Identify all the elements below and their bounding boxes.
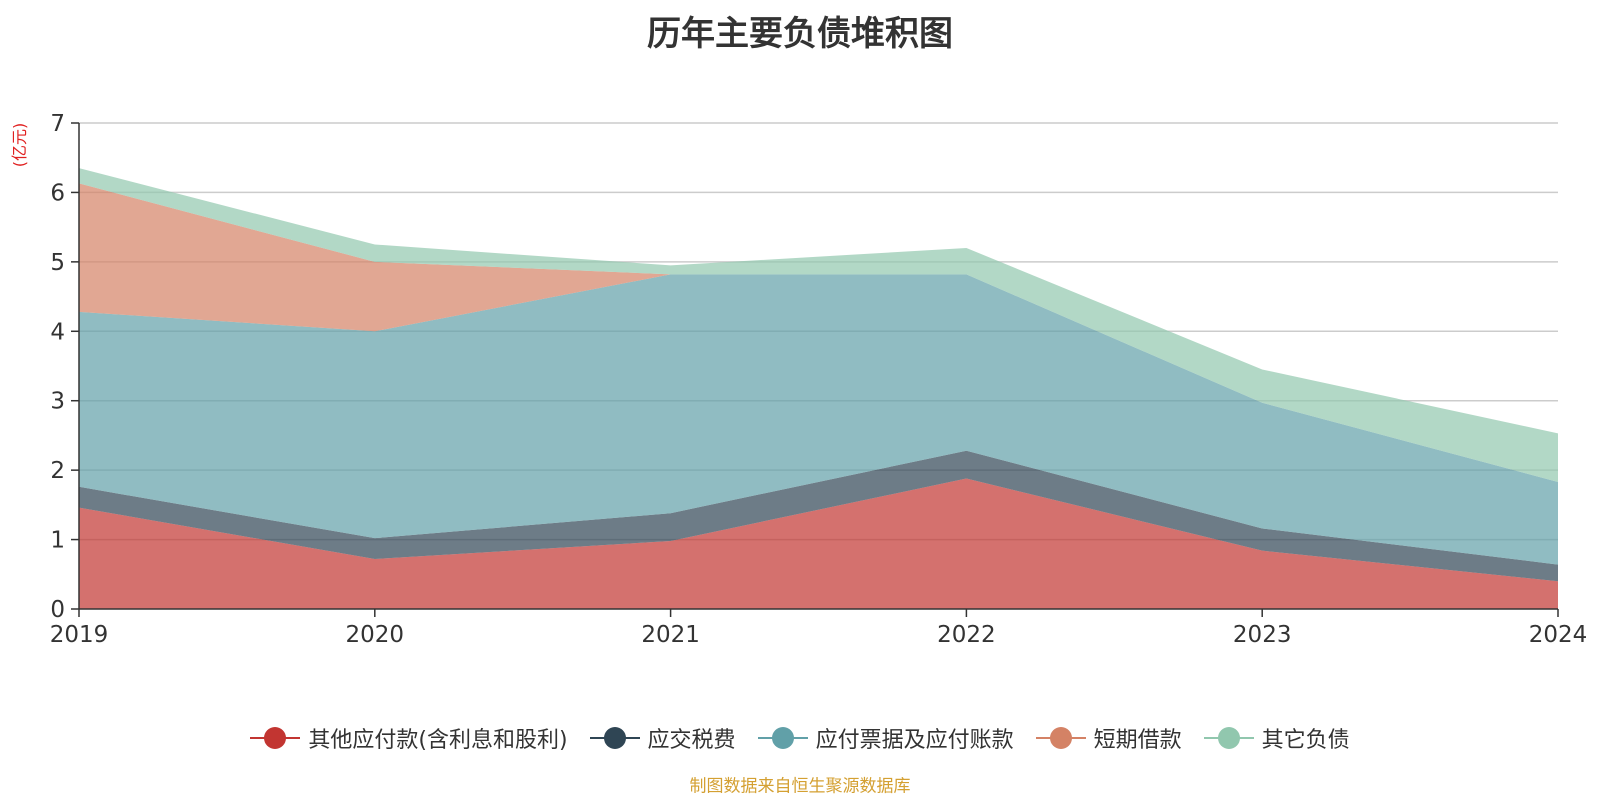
legend-label: 应付票据及应付账款 xyxy=(815,728,1014,753)
axes: 0 1 2 3 4 5 6 7 2019 2020 2021 2022 2023 2024 xyxy=(50,111,1588,648)
legend-label: 短期借款 xyxy=(1093,728,1182,753)
x-tick-label-0: 2019 xyxy=(50,622,109,648)
legend-item-0[interactable]: 其他应付款(含利息和股利) xyxy=(250,722,568,754)
legend-marker-icon xyxy=(1203,726,1254,750)
y-tick-label-0: 0 xyxy=(50,597,65,623)
y-tick-label-1: 1 xyxy=(50,528,65,554)
legend-label: 其它负债 xyxy=(1261,728,1350,753)
legend-marker-icon xyxy=(589,726,640,750)
y-tick-label-2: 2 xyxy=(50,458,65,484)
y-tick-label-4: 4 xyxy=(50,319,65,345)
area-series xyxy=(79,168,1558,609)
x-tick-label-5: 2024 xyxy=(1529,622,1588,648)
x-tick-label-1: 2020 xyxy=(346,622,405,648)
legend-marker-icon xyxy=(1035,726,1086,750)
data-source-note: 制图数据来自恒生聚源数据库 xyxy=(689,776,911,797)
stacked-area-chart: 0 1 2 3 4 5 6 7 2019 2020 2021 2022 2023 2024 xyxy=(50,111,1588,648)
y-tick-label-5: 5 xyxy=(50,250,65,276)
x-tick-label-3: 2022 xyxy=(937,622,996,648)
legend-label: 其他应付款(含利息和股利) xyxy=(308,728,568,753)
chart-legend: 其他应付款(含利息和股利) 应交税费 应付票据及应付账款 短期借款 其它负债 xyxy=(0,722,1600,754)
legend-item-3[interactable]: 短期借款 xyxy=(1035,722,1182,754)
legend-item-2[interactable]: 应付票据及应付账款 xyxy=(757,722,1014,754)
y-tick-label-7: 7 xyxy=(50,111,65,137)
x-tick-label-4: 2023 xyxy=(1233,622,1292,648)
area-series-1 xyxy=(79,450,1558,582)
area-series-0 xyxy=(79,478,1558,609)
legend-item-1[interactable]: 应交税费 xyxy=(589,722,736,754)
chart-title: 历年主要负债堆积图 xyxy=(647,14,953,54)
legend-marker-icon xyxy=(250,726,301,750)
area-series-2 xyxy=(79,274,1558,565)
y-tick-label-6: 6 xyxy=(50,180,65,206)
legend-item-4[interactable]: 其它负债 xyxy=(1203,722,1350,754)
y-tick-label-3: 3 xyxy=(50,389,65,415)
x-tick-label-2: 2021 xyxy=(641,622,700,648)
legend-label: 应交税费 xyxy=(647,728,736,753)
legend-marker-icon xyxy=(757,726,808,750)
